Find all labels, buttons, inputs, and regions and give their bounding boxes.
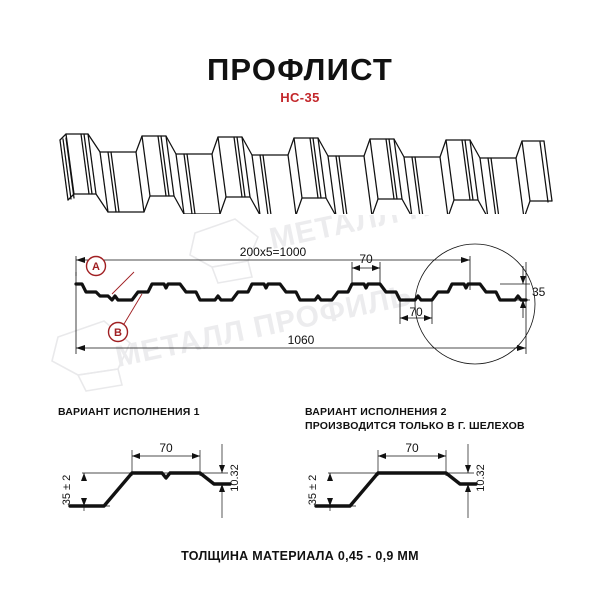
balloon-b-circle	[107, 321, 129, 343]
dimension-label-70-bottom: 70	[409, 305, 423, 319]
variant2-arrow-down-35	[327, 498, 333, 506]
arrow-left-1000	[76, 257, 85, 263]
balloon-a-label: A	[92, 261, 100, 273]
variant2-dimension-70: 70	[405, 441, 419, 455]
dimension-profile-height	[500, 266, 530, 318]
arrow-right-70-top	[372, 265, 380, 271]
material-thickness-note: ТОЛЩИНА МАТЕРИАЛА 0,45 - 0,9 ММ	[181, 549, 419, 563]
variant1-arrow-down-35	[81, 498, 87, 506]
sheet-left-edge-2	[62, 138, 72, 200]
arrow-left-70-bottom	[400, 315, 408, 321]
sheet-right-edge-2	[539, 141, 549, 203]
variant-1-title: ВАРИАНТ ИСПОЛНЕНИЯ 1	[58, 406, 200, 418]
variant2-arrow-left-70	[378, 453, 386, 459]
variant-1-caption: ВАРИАНТ ИСПОЛНЕНИЯ 1	[58, 405, 200, 419]
variant-1-detail-drawing: 70 10.32 35 ± 2	[52, 428, 292, 528]
arrow-down-35	[520, 300, 526, 308]
balloon-a-circle	[85, 255, 107, 277]
balloon-a: A	[85, 255, 135, 295]
variant1-profile-path	[68, 471, 232, 508]
variant-2-caption: ВАРИАНТ ИСПОЛНЕНИЯ 2 ПРОИЗВОДИТСЯ ТОЛЬКО…	[305, 405, 525, 433]
model-subtitle: НС-35	[280, 90, 320, 105]
sheet-stiffening-ribs	[80, 133, 500, 214]
sheet-fold-lines	[65, 133, 531, 214]
variant1-arrow-down-1032	[219, 484, 225, 492]
dimension-label-70-top: 70	[359, 252, 373, 266]
variant1-arrow-up-35	[81, 473, 87, 481]
balloon-b: B	[107, 293, 143, 343]
variant1-dimension-35: 35 ± 2	[61, 475, 73, 506]
variant2-dimension-1032: 10.32	[475, 464, 487, 492]
variant2-arrow-right-70	[438, 453, 446, 459]
variant2-profile-path	[314, 471, 478, 508]
variant-2-note: ПРОИЗВОДИТСЯ ТОЛЬКО В Г. ШЕЛЕХОВ	[305, 420, 525, 432]
sheet-right-edge	[543, 140, 553, 202]
variant-2-title: ВАРИАНТ ИСПОЛНЕНИЯ 2	[305, 406, 447, 418]
variant2-dimension-35: 35 ± 2	[307, 475, 319, 506]
dimension-label-35: 35	[532, 285, 546, 299]
page-title: ПРОФЛИСТ	[206, 52, 394, 87]
dimension-label-1060: 1060	[288, 333, 315, 347]
arrow-up-35	[520, 276, 526, 284]
variant1-dimension-1032: 10.32	[229, 464, 241, 492]
arrow-left-1060	[76, 345, 85, 351]
watermark-logo-shape-bottom2	[76, 368, 123, 392]
variant1-arrow-right-70	[192, 453, 200, 459]
cross-section-drawing: 1060 200x5=1000 70	[60, 232, 550, 372]
detail-circle	[414, 243, 536, 365]
variant2-arrow-down-1032	[465, 484, 471, 492]
dimension-label-1000: 200x5=1000	[240, 245, 307, 259]
variant1-arrow-left-70	[132, 453, 140, 459]
balloon-b-label: B	[114, 327, 122, 339]
variant2-arrow-up-35	[327, 473, 333, 481]
variant2-arrow-up-1032	[465, 465, 471, 473]
variant1-arrow-up-1032	[219, 465, 225, 473]
profile-sheet-3d-view	[48, 122, 553, 214]
arrow-right-1060	[517, 345, 526, 351]
arrow-left-70-top	[352, 265, 360, 271]
profile-cross-section-path	[74, 282, 528, 302]
sheet-left-edge	[59, 139, 69, 201]
arrow-right-1000	[461, 257, 470, 263]
variant-2-detail-drawing: 70 10.32 35 ± 2	[298, 428, 538, 528]
arrow-right-70-bottom	[424, 315, 432, 321]
sheet-bottom-edge	[67, 193, 553, 214]
variant1-dimension-70: 70	[159, 441, 173, 455]
